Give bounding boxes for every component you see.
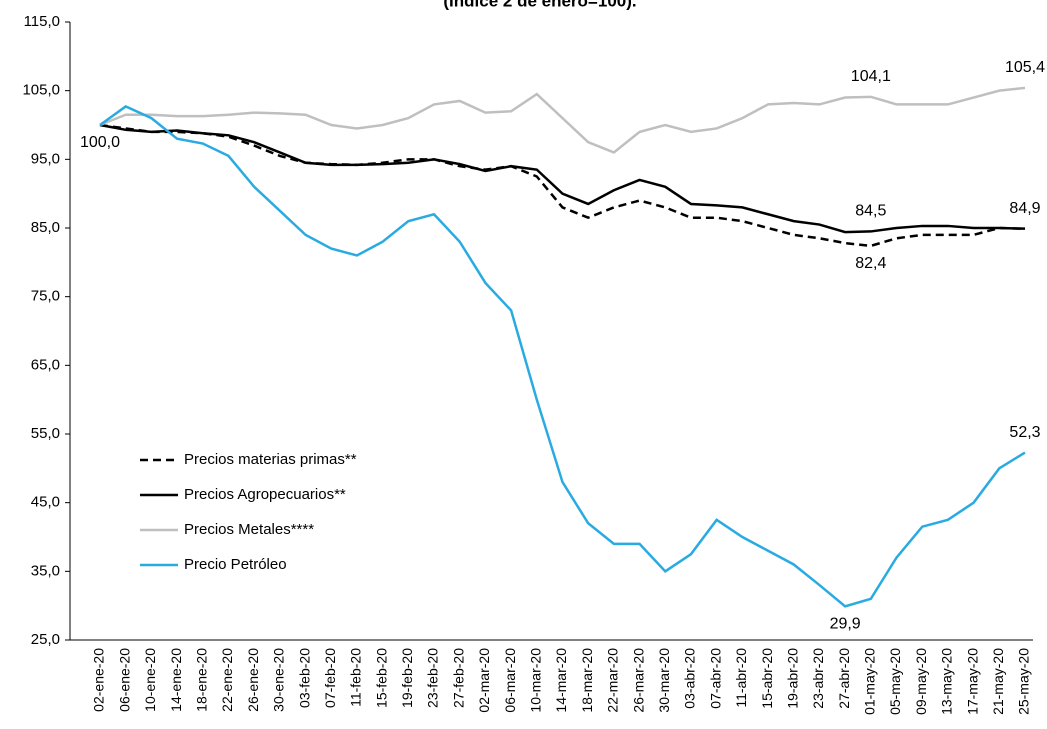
x-tick-label: 02-ene-20 (91, 648, 107, 712)
x-tick-label: 02-mar-20 (476, 648, 492, 713)
x-tick-label: 30-mar-20 (656, 648, 672, 713)
x-tick-label: 03-abr-20 (682, 648, 698, 709)
x-tick-label: 27-abr-20 (836, 648, 852, 709)
y-tick-label: 35,0 (31, 562, 60, 579)
y-tick-label: 55,0 (31, 425, 60, 442)
x-tick-label: 14-ene-20 (168, 648, 184, 712)
x-tick-label: 03-feb-20 (296, 648, 312, 708)
x-tick-label: 19-abr-20 (784, 648, 800, 709)
x-tick-label: 09-may-20 (913, 648, 929, 715)
y-tick-label: 45,0 (31, 494, 60, 511)
x-tick-label: 23-abr-20 (810, 648, 826, 709)
value-label: 104,1 (851, 68, 891, 85)
y-tick-label: 115,0 (24, 13, 60, 30)
x-tick-label: 10-mar-20 (528, 648, 544, 713)
x-tick-label: 07-feb-20 (322, 648, 338, 708)
x-tick-label: 17-may-20 (964, 648, 980, 715)
x-tick-label: 21-may-20 (990, 648, 1006, 715)
x-tick-label: 10-ene-20 (142, 648, 158, 712)
x-tick-label: 07-abr-20 (707, 648, 723, 709)
x-tick-label: 26-ene-20 (245, 648, 261, 712)
value-label: 82,4 (855, 255, 886, 272)
legend-label: Precio Petróleo (184, 556, 287, 573)
x-tick-label: 18-mar-20 (579, 648, 595, 713)
value-label: 100,0 (80, 134, 120, 151)
x-tick-label: 06-mar-20 (502, 648, 518, 713)
value-label: 29,9 (830, 616, 861, 633)
x-tick-label: 11-feb-20 (348, 648, 364, 707)
x-tick-label: 23-feb-20 (425, 648, 441, 708)
y-tick-label: 75,0 (31, 288, 60, 305)
value-label: 84,9 (1009, 200, 1040, 217)
x-tick-label: 27-feb-20 (450, 648, 466, 708)
x-tick-label: 15-abr-20 (759, 648, 775, 709)
value-label: 52,3 (1009, 424, 1040, 441)
series-line (99, 123, 1026, 234)
chart-title: (Índice 2 de enero=100). (443, 0, 636, 10)
x-tick-label: 11-abr-20 (733, 648, 749, 708)
y-tick-label: 25,0 (31, 631, 60, 648)
x-tick-label: 13-may-20 (939, 648, 955, 715)
y-tick-label: 85,0 (31, 219, 60, 236)
series-line (99, 86, 1026, 154)
x-tick-label: 25-may-20 (1016, 648, 1032, 715)
x-tick-label: 01-may-20 (862, 648, 878, 715)
y-tick-label: 105,0 (22, 82, 60, 99)
value-label: 105,4 (1005, 59, 1045, 76)
legend-label: Precios materias primas** (184, 451, 357, 468)
x-tick-label: 05-may-20 (887, 648, 903, 715)
legend-label: Precios Agropecuarios** (184, 486, 346, 503)
y-tick-label: 65,0 (31, 356, 60, 373)
legend-label: Precios Metales**** (184, 521, 314, 538)
x-tick-label: 06-ene-20 (116, 648, 132, 712)
x-tick-label: 18-ene-20 (193, 648, 209, 712)
x-tick-label: 19-feb-20 (399, 648, 415, 708)
x-tick-label: 22-mar-20 (605, 648, 621, 713)
x-tick-label: 22-ene-20 (219, 648, 235, 712)
x-tick-label: 26-mar-20 (630, 648, 646, 713)
series-line (99, 105, 1026, 608)
value-label: 84,5 (855, 203, 886, 220)
x-tick-label: 14-mar-20 (553, 648, 569, 713)
y-tick-label: 95,0 (31, 150, 60, 167)
series-line (99, 123, 1026, 248)
x-tick-label: 30-ene-20 (271, 648, 287, 712)
x-tick-label: 15-feb-20 (373, 648, 389, 708)
